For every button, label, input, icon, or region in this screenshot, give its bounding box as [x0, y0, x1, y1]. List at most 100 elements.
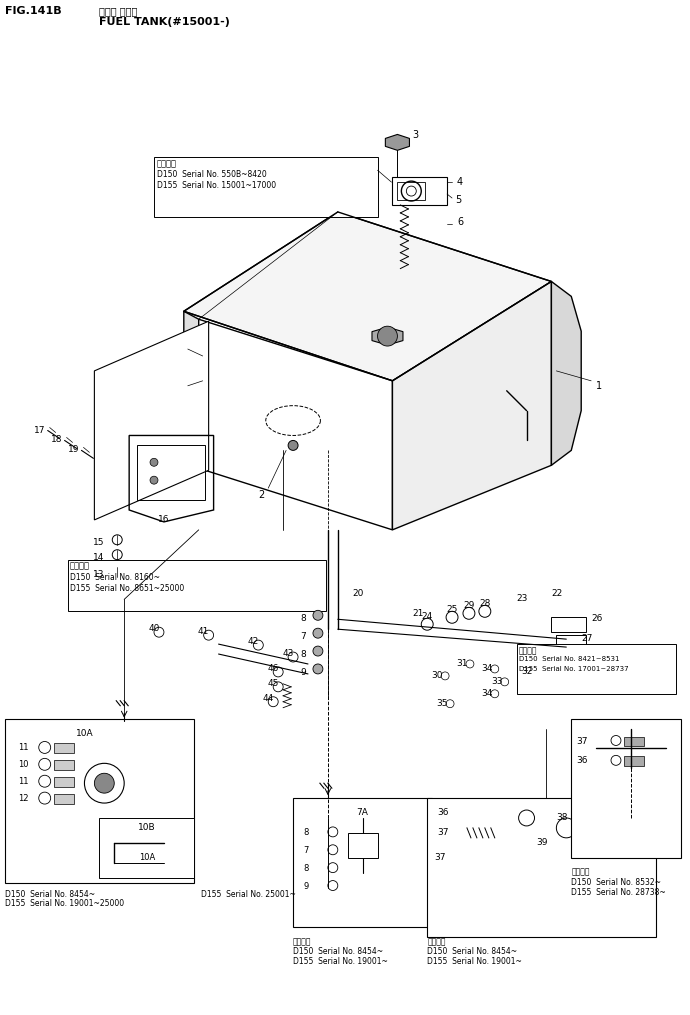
Text: D150  Serial No. 8532~: D150 Serial No. 8532~	[571, 878, 661, 886]
Text: D155  Serial No. 19001~: D155 Serial No. 19001~	[427, 957, 522, 966]
Circle shape	[501, 678, 509, 686]
Text: 18: 18	[51, 435, 62, 445]
Circle shape	[491, 665, 499, 673]
Text: 9: 9	[300, 668, 306, 677]
Text: D155  Serial No. 8651~25000: D155 Serial No. 8651~25000	[70, 584, 184, 593]
Text: D155  Serial No. 15001~17000: D155 Serial No. 15001~17000	[157, 181, 276, 190]
Text: 適用号機: 適用号機	[427, 937, 446, 946]
Bar	[99, 818, 194, 878]
Polygon shape	[551, 281, 581, 465]
Text: D150  Serial No. 8454~: D150 Serial No. 8454~	[5, 889, 95, 898]
Text: 4: 4	[457, 178, 463, 187]
Text: D150  Serial No. 8454~: D150 Serial No. 8454~	[427, 947, 518, 956]
Circle shape	[253, 640, 264, 650]
Text: 適用号機: 適用号機	[293, 937, 312, 946]
Text: 10A: 10A	[139, 853, 155, 862]
Bar	[137, 446, 205, 500]
Polygon shape	[184, 312, 199, 468]
Text: 43: 43	[282, 649, 294, 658]
Text: フェル タンク: フェル タンク	[99, 6, 138, 16]
Text: 26: 26	[591, 614, 602, 623]
Circle shape	[273, 682, 283, 692]
Bar	[556, 635, 586, 648]
Circle shape	[268, 696, 278, 706]
Text: 8: 8	[303, 864, 308, 873]
Circle shape	[491, 690, 499, 697]
Text: 34: 34	[481, 664, 493, 673]
Text: 適用号機: 適用号機	[70, 561, 90, 570]
Text: D155  Serial No. 19001~: D155 Serial No. 19001~	[293, 957, 388, 966]
Text: 15: 15	[93, 538, 104, 547]
Text: 8: 8	[300, 650, 306, 659]
Text: 37: 37	[437, 828, 448, 837]
Text: 19: 19	[68, 446, 79, 455]
Text: 25: 25	[446, 605, 457, 614]
Text: 23: 23	[517, 595, 528, 604]
Bar	[427, 798, 656, 937]
Text: 31: 31	[456, 659, 468, 668]
Text: 10A: 10A	[76, 729, 93, 738]
Circle shape	[288, 652, 298, 662]
Text: 41: 41	[198, 627, 209, 636]
Text: D155  Serial No. 25001~: D155 Serial No. 25001~	[201, 889, 295, 898]
Text: 28: 28	[479, 600, 491, 608]
Text: 35: 35	[436, 698, 448, 707]
Text: D150  Serial No. 8421~8531: D150 Serial No. 8421~8531	[519, 656, 619, 662]
Text: 9: 9	[303, 882, 308, 890]
Polygon shape	[393, 281, 551, 530]
Bar	[5, 719, 194, 883]
Circle shape	[150, 459, 158, 466]
Circle shape	[463, 607, 475, 619]
Text: 30: 30	[431, 671, 443, 680]
Text: 38: 38	[556, 813, 568, 822]
Text: 46: 46	[268, 664, 279, 673]
Text: 22: 22	[551, 590, 562, 599]
Polygon shape	[184, 212, 551, 381]
Text: D155  Serial No. 28738~: D155 Serial No. 28738~	[571, 887, 666, 896]
Polygon shape	[184, 341, 206, 391]
Circle shape	[313, 628, 323, 638]
Text: 7: 7	[303, 845, 308, 855]
Polygon shape	[199, 320, 393, 530]
Text: 39: 39	[537, 837, 548, 847]
Circle shape	[422, 618, 433, 630]
Bar	[54, 743, 74, 753]
Text: 20: 20	[353, 590, 364, 599]
Text: 12: 12	[18, 794, 28, 803]
Text: 37: 37	[576, 737, 588, 745]
Text: FIG.141B: FIG.141B	[5, 6, 61, 16]
Text: 8: 8	[300, 614, 306, 623]
Text: 27: 27	[581, 634, 593, 644]
Circle shape	[273, 667, 283, 677]
Bar	[571, 719, 680, 858]
Text: D150  Serial No. 8454~: D150 Serial No. 8454~	[293, 947, 383, 956]
Text: 44: 44	[263, 694, 274, 702]
Text: 33: 33	[491, 677, 502, 686]
Bar	[154, 157, 377, 217]
Polygon shape	[372, 327, 403, 345]
Text: 14: 14	[93, 553, 104, 562]
Bar	[624, 737, 644, 746]
Text: 29: 29	[463, 601, 475, 610]
Text: 11: 11	[18, 777, 28, 787]
Text: D150  Serial No. 550B~8420: D150 Serial No. 550B~8420	[157, 171, 267, 180]
Text: 5: 5	[455, 195, 462, 205]
Circle shape	[313, 664, 323, 674]
Bar	[293, 798, 432, 928]
Bar	[348, 833, 377, 858]
Text: 1: 1	[596, 381, 602, 391]
Circle shape	[441, 672, 449, 680]
Text: 40: 40	[148, 624, 159, 633]
Bar	[551, 617, 586, 632]
Text: 16: 16	[158, 515, 170, 524]
Text: 3: 3	[413, 131, 418, 140]
Text: 7: 7	[300, 632, 306, 641]
Bar	[54, 777, 74, 788]
Text: 45: 45	[268, 679, 279, 688]
Text: 6: 6	[457, 217, 463, 227]
Bar	[397, 182, 425, 200]
Text: 37: 37	[434, 853, 446, 862]
Text: 24: 24	[422, 612, 433, 621]
Text: 適用号機: 適用号機	[571, 868, 590, 877]
Text: 10: 10	[18, 760, 28, 769]
